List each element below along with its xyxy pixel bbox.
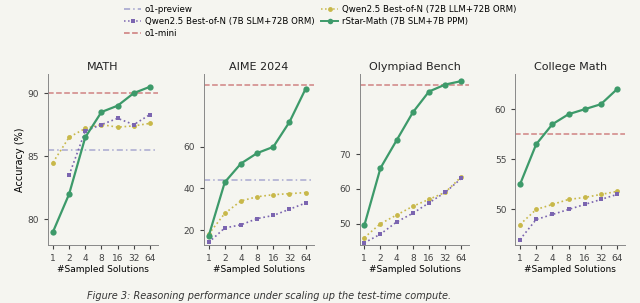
Title: AIME 2024: AIME 2024 <box>229 62 289 72</box>
X-axis label: #Sampled Solutions: #Sampled Solutions <box>369 265 460 274</box>
Title: MATH: MATH <box>88 62 119 72</box>
Title: Olympiad Bench: Olympiad Bench <box>369 62 460 72</box>
X-axis label: #Sampled Solutions: #Sampled Solutions <box>57 265 149 274</box>
X-axis label: #Sampled Solutions: #Sampled Solutions <box>524 265 616 274</box>
Text: Figure 3: Reasoning performance under scaling up the test-time compute.: Figure 3: Reasoning performance under sc… <box>87 291 451 301</box>
Y-axis label: Accuracy (%): Accuracy (%) <box>15 127 25 191</box>
X-axis label: #Sampled Solutions: #Sampled Solutions <box>213 265 305 274</box>
Legend: o1-preview, Qwen2.5 Best-of-N (7B SLM+72B ORM), o1-mini, Qwen2.5 Best-of-N (72B : o1-preview, Qwen2.5 Best-of-N (7B SLM+72… <box>120 1 520 41</box>
Title: College Math: College Math <box>534 62 607 72</box>
